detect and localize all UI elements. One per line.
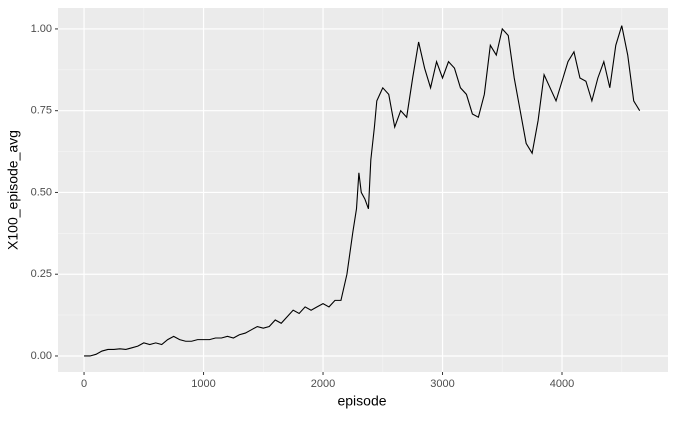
x-tick-label: 2000 xyxy=(311,378,335,390)
x-axis-title: episode xyxy=(337,393,386,409)
y-axis-title: X100_episode_avg xyxy=(5,130,21,250)
y-tick-label: 0.75 xyxy=(31,105,52,117)
y-tick-label: 1.00 xyxy=(31,23,52,35)
y-tick-label: 0.00 xyxy=(31,350,52,362)
x-tick-label: 1000 xyxy=(191,378,215,390)
y-tick-label: 0.50 xyxy=(31,186,52,198)
x-tick-label: 4000 xyxy=(550,378,574,390)
x-tick-label: 3000 xyxy=(430,378,454,390)
line xyxy=(84,25,641,357)
y-tick-label: 0.25 xyxy=(31,268,52,280)
x-tick-label: 0 xyxy=(81,378,87,390)
